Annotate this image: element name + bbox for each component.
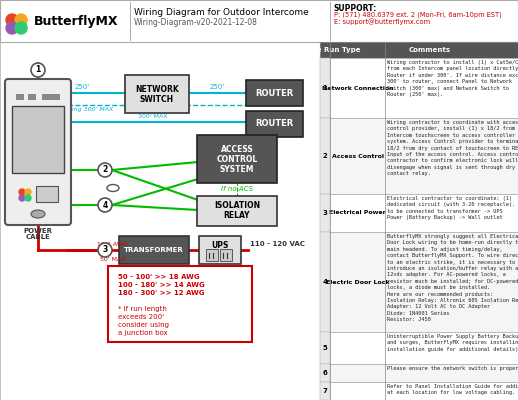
Text: Minimum: Minimum: [210, 266, 239, 271]
Text: 5: 5: [323, 345, 327, 351]
FancyBboxPatch shape: [119, 236, 189, 264]
Bar: [320, 118, 518, 194]
Circle shape: [19, 189, 25, 195]
Bar: [36, 186, 58, 202]
Text: 18/2 AWG: 18/2 AWG: [97, 242, 128, 247]
Text: UPS: UPS: [211, 240, 228, 250]
Text: Refer to Panel Installation Guide for additional details. Leave 6' service loop
: Refer to Panel Installation Guide for ad…: [387, 384, 518, 395]
Text: 1: 1: [323, 85, 327, 91]
Ellipse shape: [107, 184, 119, 192]
Circle shape: [98, 163, 112, 177]
Circle shape: [15, 22, 27, 34]
Bar: [320, 194, 330, 232]
FancyBboxPatch shape: [125, 75, 189, 113]
Text: Please ensure the network switch is properly grounded.: Please ensure the network switch is prop…: [387, 366, 518, 371]
Text: NETWORK: NETWORK: [135, 84, 179, 94]
Bar: [320, 42, 518, 58]
Bar: [320, 42, 518, 400]
Circle shape: [6, 22, 18, 34]
Bar: [320, 232, 330, 332]
Text: * If run length: * If run length: [118, 306, 167, 312]
Text: 50 - 100' >> 18 AWG: 50 - 100' >> 18 AWG: [118, 274, 199, 280]
Bar: [320, 332, 330, 364]
Text: ISOLATION: ISOLATION: [214, 202, 260, 210]
Bar: [0, 0, 518, 42]
Text: ButterflyMX strongly suggest all Electrical
Door Lock wiring to be home-run dire: ButterflyMX strongly suggest all Electri…: [387, 234, 518, 322]
Text: Uninterruptible Power Supply Battery Backup. To prevent voltage drops
and surges: Uninterruptible Power Supply Battery Bac…: [387, 334, 518, 352]
Text: 2: 2: [103, 166, 108, 174]
Text: 3: 3: [323, 210, 327, 216]
Text: 2: 2: [323, 153, 327, 159]
Circle shape: [15, 14, 27, 26]
Circle shape: [19, 195, 25, 201]
Text: CONTROL: CONTROL: [217, 154, 257, 164]
Text: 4: 4: [323, 279, 327, 285]
Bar: [320, 332, 518, 364]
Circle shape: [25, 195, 31, 201]
Text: 600VA / 300W: 600VA / 300W: [203, 271, 247, 276]
Text: Electrical contractor to coordinate: (1)
dedicated circuit (with 3-20 receptacle: Electrical contractor to coordinate: (1)…: [387, 196, 518, 220]
Text: 100 - 180' >> 14 AWG: 100 - 180' >> 14 AWG: [118, 282, 205, 288]
Bar: [320, 382, 518, 400]
Text: If no ACS: If no ACS: [221, 186, 253, 192]
Text: Network Connection: Network Connection: [322, 86, 393, 90]
Circle shape: [98, 243, 112, 257]
FancyBboxPatch shape: [246, 80, 303, 106]
Text: RELAY: RELAY: [224, 212, 250, 220]
Bar: [320, 194, 518, 232]
Text: ACCESS: ACCESS: [221, 144, 253, 154]
Text: SYSTEM: SYSTEM: [220, 164, 254, 174]
Text: 250': 250': [75, 84, 90, 90]
Bar: [320, 364, 330, 382]
Text: Wiring contractor to coordinate with access
control provider, install (1) x 18/2: Wiring contractor to coordinate with acc…: [387, 120, 518, 176]
Bar: [28, 94, 36, 100]
Bar: [320, 382, 330, 400]
Text: 180 - 300' >> 12 AWG: 180 - 300' >> 12 AWG: [118, 290, 205, 296]
Bar: [320, 58, 518, 118]
Text: Wiring-Diagram-v20-2021-12-08: Wiring-Diagram-v20-2021-12-08: [134, 18, 258, 27]
Text: 6: 6: [323, 370, 327, 376]
Bar: [42, 94, 60, 100]
Text: 50' MAX: 50' MAX: [100, 257, 125, 262]
Text: Comments: Comments: [409, 47, 451, 53]
Text: 3: 3: [103, 246, 108, 254]
FancyBboxPatch shape: [199, 236, 241, 264]
Text: SUPPORT:: SUPPORT:: [334, 4, 377, 13]
Text: 1: 1: [35, 66, 40, 74]
Text: CABLE: CABLE: [25, 234, 50, 240]
Text: ROUTER: ROUTER: [255, 120, 294, 128]
Text: Electrical Power: Electrical Power: [329, 210, 386, 216]
Circle shape: [98, 198, 112, 212]
Text: E: support@butterflymx.com: E: support@butterflymx.com: [334, 18, 430, 25]
Text: Wiring contractor to install (1) x Cat5e/Cat6
from each Intercom panel location : Wiring contractor to install (1) x Cat5e…: [387, 60, 518, 97]
Text: Wiring Diagram for Outdoor Intercome: Wiring Diagram for Outdoor Intercome: [134, 8, 309, 17]
Text: 7: 7: [323, 388, 327, 394]
Bar: [0, 42, 518, 400]
Text: consider using: consider using: [118, 322, 169, 328]
Text: Electric Door Lock: Electric Door Lock: [326, 280, 390, 284]
Text: 250': 250': [210, 84, 225, 90]
Text: 300' MAX: 300' MAX: [138, 114, 167, 119]
Text: 110 - 120 VAC: 110 - 120 VAC: [250, 241, 305, 247]
FancyBboxPatch shape: [246, 111, 303, 137]
FancyBboxPatch shape: [197, 135, 277, 183]
Text: TRANSFORMER: TRANSFORMER: [124, 247, 184, 253]
Text: ROUTER: ROUTER: [255, 88, 294, 98]
Bar: [320, 364, 518, 382]
Text: 4: 4: [103, 200, 108, 210]
FancyBboxPatch shape: [197, 196, 277, 226]
Ellipse shape: [31, 210, 45, 218]
Text: Access Control: Access Control: [332, 154, 383, 158]
Text: P: (571) 480.6379 ext. 2 (Mon-Fri, 6am-10pm EST): P: (571) 480.6379 ext. 2 (Mon-Fri, 6am-1…: [334, 11, 502, 18]
Circle shape: [6, 14, 18, 26]
Text: a junction box: a junction box: [118, 330, 168, 336]
Bar: [220, 249, 232, 261]
Circle shape: [31, 63, 45, 77]
FancyBboxPatch shape: [108, 266, 252, 342]
Text: If exceeding 300' MAX: If exceeding 300' MAX: [43, 107, 113, 112]
Bar: [16, 94, 24, 100]
Text: Wire Run Type: Wire Run Type: [303, 47, 361, 53]
Text: exceeds 200': exceeds 200': [118, 314, 164, 320]
Text: ButterflyMX: ButterflyMX: [34, 14, 119, 28]
Bar: [206, 249, 218, 261]
